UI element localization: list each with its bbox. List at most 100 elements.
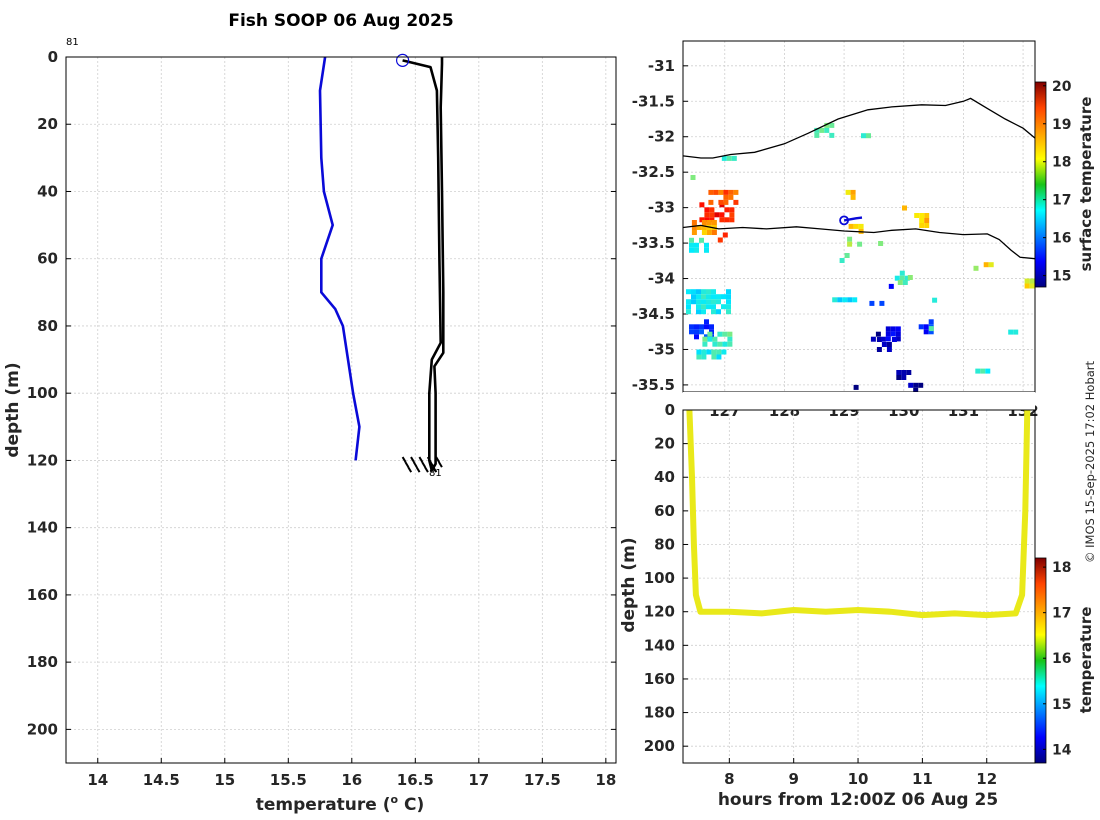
map-temperature-cell xyxy=(1008,329,1014,335)
map-temperature-cell xyxy=(701,309,706,315)
map-temperature-cell xyxy=(701,225,707,230)
map-temperature-cell xyxy=(886,342,892,347)
map-temperature-cell xyxy=(689,242,694,248)
depth-time-x-tick-label: 9 xyxy=(788,770,798,788)
map-temperature-cell xyxy=(853,223,859,229)
map-temperature-cell xyxy=(724,207,730,213)
map-temperature-cell xyxy=(706,230,712,235)
depth-time-x-axis-label: hours from 12:00Z 06 Aug 25 xyxy=(718,790,998,810)
map-temperature-cell xyxy=(699,324,704,330)
profile-bottom-segment xyxy=(404,461,410,468)
map-temperature-cell xyxy=(706,289,711,295)
depth-time-series-line xyxy=(686,410,1031,619)
map-temperature-cell xyxy=(904,275,910,281)
profile-x-tick-label: 15.5 xyxy=(270,771,307,789)
map-temperature-cell xyxy=(726,294,731,300)
profile-y-tick-label: 100 xyxy=(27,384,58,402)
map-y-tick-label: -34.5 xyxy=(632,305,675,323)
map-temperature-cell xyxy=(713,189,719,195)
map-temperature-cell xyxy=(701,294,706,300)
profile-y-axis-label: depth (m) xyxy=(3,362,23,457)
map-temperature-cell xyxy=(928,319,934,325)
map-temperature-cell xyxy=(699,202,705,208)
map-temperature-cell xyxy=(988,262,994,268)
map-temperature-cell xyxy=(694,247,699,253)
map-temperature-cell xyxy=(686,309,691,315)
profile-y-tick-label: 80 xyxy=(37,317,58,335)
map-y-tick-label: -31.5 xyxy=(632,92,675,110)
map-temperature-cell xyxy=(691,220,697,225)
map-temperature-cell xyxy=(709,212,715,218)
depth-time-y-tick-label: 80 xyxy=(654,535,675,553)
map-y-tick-label: -35.5 xyxy=(632,376,675,394)
map-temperature-cell xyxy=(717,237,723,243)
map-temperature-cell xyxy=(721,294,726,300)
map-temperature-cell xyxy=(885,326,891,332)
map-temperature-cell xyxy=(814,132,820,138)
map-temperature-cell xyxy=(686,304,691,310)
map-temperature-cell xyxy=(726,304,731,310)
map-temperature-cell xyxy=(844,253,850,258)
map-temperature-cell xyxy=(896,370,902,375)
map-coastline xyxy=(683,224,1035,260)
profile-x-tick-label: 14 xyxy=(87,771,108,789)
map-temperature-cell xyxy=(895,336,901,342)
map-temperature-cell xyxy=(722,341,728,347)
map-temperature-cell xyxy=(707,331,713,337)
map-temperature-cell xyxy=(707,336,713,342)
map-temperature-cell xyxy=(689,329,694,335)
map-temperature-cell xyxy=(716,294,721,300)
map-temperature-cell xyxy=(696,294,701,300)
map-temperature-cell xyxy=(694,242,699,248)
map-temperature-cell xyxy=(711,349,717,355)
map-temperature-cell xyxy=(901,370,907,375)
map-temperature-cell xyxy=(701,289,706,295)
map-temperature-cell xyxy=(717,341,723,347)
map-temperature-cell xyxy=(699,217,705,223)
map-colorbar-tick-label: 16 xyxy=(1052,231,1071,247)
profile-x-tick-label: 17.5 xyxy=(524,771,561,789)
map-temperature-cell xyxy=(711,220,717,225)
map-y-tick-label: -32.5 xyxy=(632,163,675,181)
map-temperature-cell xyxy=(691,230,697,235)
map-temperature-cell xyxy=(890,331,896,337)
map-temperature-cell xyxy=(691,299,696,305)
map-temperature-cell xyxy=(691,225,697,230)
map-temperature-cell xyxy=(876,337,882,342)
map-temperature-cell xyxy=(696,349,702,355)
map-temperature-cell xyxy=(719,217,725,223)
map-temperature-cell xyxy=(724,217,730,223)
map-temperature-cell xyxy=(850,194,856,200)
map-temperature-cell xyxy=(857,241,863,247)
map-temperature-cell xyxy=(837,297,843,303)
map-temperature-cell xyxy=(696,225,702,230)
map-temperature-cell xyxy=(708,189,714,195)
map-temperature-cell xyxy=(726,289,731,295)
map-temperature-cell xyxy=(722,232,728,238)
profile-bottom-segment xyxy=(438,461,443,468)
map-colorbar-tick-label: 18 xyxy=(1052,155,1071,171)
map-temperature-cell xyxy=(723,199,729,205)
profile-annotation-top: 81 xyxy=(66,37,79,48)
map-temperature-cell xyxy=(704,212,710,218)
map-temperature-cell xyxy=(704,324,709,330)
map-temperature-cell xyxy=(704,247,709,253)
profile-y-tick-label: 160 xyxy=(27,586,58,604)
profile-y-tick-label: 0 xyxy=(48,48,58,66)
map-temperature-cell xyxy=(858,223,864,229)
map-temperature-cell xyxy=(832,297,838,303)
map-temperature-cell xyxy=(847,241,853,247)
map-track-start-marker xyxy=(839,215,849,226)
map-temperature-cell xyxy=(824,127,830,133)
map-temperature-cell xyxy=(861,133,866,139)
map-temperature-cell xyxy=(842,297,848,303)
map-temperature-cell xyxy=(726,299,731,305)
profile-y-tick-label: 40 xyxy=(37,182,58,200)
map-temperature-cell xyxy=(829,132,835,138)
map-temperature-cell xyxy=(899,275,905,281)
map-temperature-cell xyxy=(696,309,701,315)
map-temperature-cell xyxy=(694,324,699,330)
map-temperature-cell xyxy=(973,265,979,271)
map-temperature-cell xyxy=(702,336,708,342)
map-temperature-cell xyxy=(924,218,930,223)
